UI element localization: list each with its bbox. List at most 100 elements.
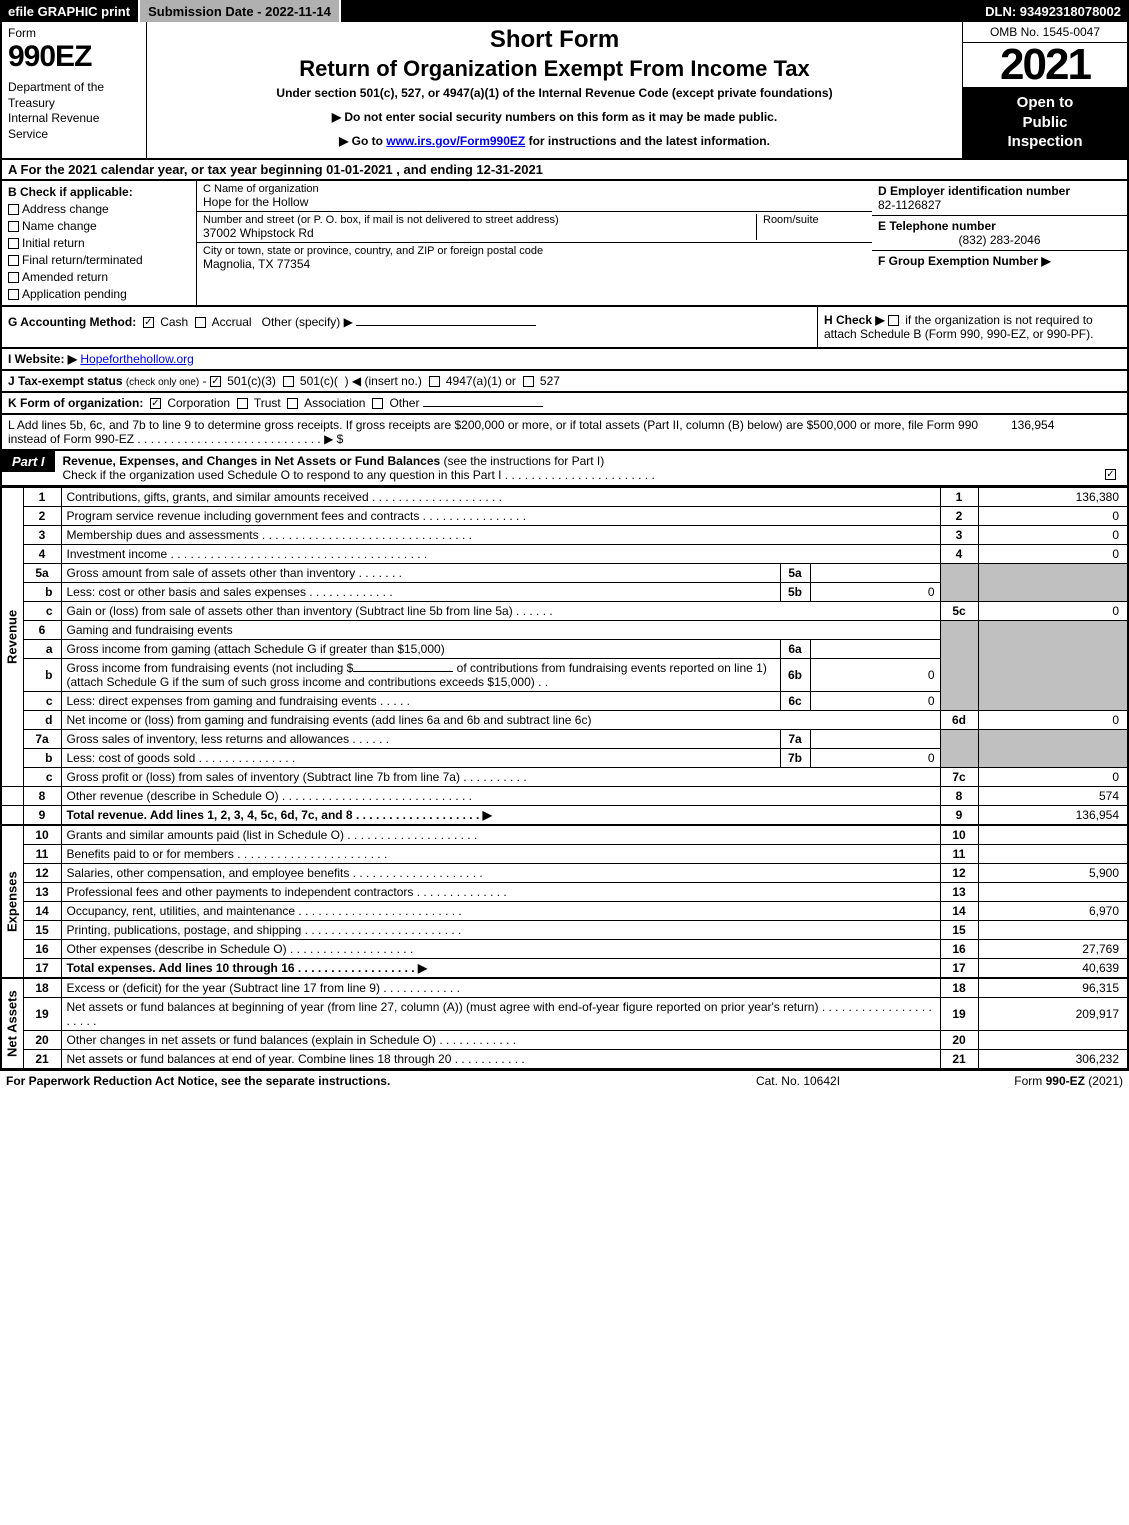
chk-association[interactable] (287, 398, 298, 409)
row-l-text: L Add lines 5b, 6c, and 7b to line 9 to … (8, 418, 1001, 446)
line-20-desc: Other changes in net assets or fund bala… (61, 1030, 940, 1049)
website-link[interactable]: Hopeforthehollow.org (80, 352, 193, 366)
phone-label: E Telephone number (878, 219, 1121, 233)
line-6b-num: b (23, 658, 61, 691)
row-h: H Check ▶ if the organization is not req… (817, 307, 1127, 347)
line-21-desc: Net assets or fund balances at end of ye… (61, 1049, 940, 1069)
org-name-value: Hope for the Hollow (203, 195, 866, 209)
line-16: 16 Other expenses (describe in Schedule … (1, 939, 1128, 958)
chk-schedule-o-part1[interactable]: ✓ (1105, 469, 1116, 480)
row-gh: G Accounting Method: ✓ Cash Accrual Othe… (0, 307, 1129, 349)
line-11-amt (978, 844, 1128, 863)
subtitle: Under section 501(c), 527, or 4947(a)(1)… (157, 86, 952, 100)
line-17-amt: 40,639 (978, 958, 1128, 978)
line-13-desc: Professional fees and other payments to … (61, 882, 940, 901)
line-10-desc: Grants and similar amounts paid (list in… (61, 825, 940, 845)
chk-final-return[interactable]: Final return/terminated (8, 253, 190, 267)
chk-other-label: Other (specify) ▶ (262, 315, 353, 329)
line-4: 4 Investment income . . . . . . . . . . … (1, 544, 1128, 563)
line-7ab-shade (940, 729, 978, 767)
top-bar: efile GRAPHIC print Submission Date - 20… (0, 0, 1129, 22)
city-label: City or town, state or province, country… (203, 245, 866, 257)
line-14-refnum: 14 (940, 901, 978, 920)
line-1-desc: Contributions, gifts, grants, and simila… (61, 487, 940, 506)
chk-initial-return[interactable]: Initial return (8, 236, 190, 250)
line-4-refnum: 4 (940, 544, 978, 563)
other-org-input[interactable] (423, 406, 543, 407)
line-16-num: 16 (23, 939, 61, 958)
chk-trust[interactable] (237, 398, 248, 409)
footer-right-pre: Form (1014, 1074, 1045, 1088)
chk-accrual[interactable] (195, 317, 206, 328)
line-19: 19 Net assets or fund balances at beginn… (1, 997, 1128, 1030)
city-value: Magnolia, TX 77354 (203, 257, 866, 271)
chk-501c3[interactable]: ✓ (210, 376, 221, 387)
chk-cash-label: Cash (160, 315, 188, 329)
other-specify-input[interactable] (356, 325, 536, 326)
line-6a-desc: Gross income from gaming (attach Schedul… (61, 639, 780, 658)
line-6c-desc: Less: direct expenses from gaming and fu… (61, 691, 780, 710)
line-6d-refnum: 6d (940, 710, 978, 729)
chk-amended-return[interactable]: Amended return (8, 270, 190, 284)
line-2-num: 2 (23, 506, 61, 525)
short-form-label: Short Form (157, 26, 952, 54)
line-6c-sublbl: 6c (780, 691, 810, 710)
line-6b-subval: 0 (810, 658, 940, 691)
part-1-title-paren: (see the instructions for Part I) (444, 454, 605, 468)
line-6b-blank[interactable] (353, 671, 453, 672)
directive-2-post: for instructions and the latest informat… (525, 134, 770, 148)
chk-501c[interactable] (283, 376, 294, 387)
line-17-num: 17 (23, 958, 61, 978)
line-11-desc: Benefits paid to or for members . . . . … (61, 844, 940, 863)
chk-address-change[interactable]: Address change (8, 202, 190, 216)
line-21-refnum: 21 (940, 1049, 978, 1069)
line-8-refnum: 8 (940, 786, 978, 805)
line-10-num: 10 (23, 825, 61, 845)
row-g-label: G Accounting Method: (8, 315, 136, 329)
lines-table: Revenue 1 Contributions, gifts, grants, … (0, 487, 1129, 1070)
chk-4947[interactable] (429, 376, 440, 387)
directive-1: ▶ Do not enter social security numbers o… (157, 110, 952, 124)
line-10: Expenses 10 Grants and similar amounts p… (1, 825, 1128, 845)
line-5b-desc: Less: cost or other basis and sales expe… (61, 582, 780, 601)
irs-link[interactable]: www.irs.gov/Form990EZ (386, 134, 525, 148)
line-7b-num: b (23, 748, 61, 767)
chk-application-pending[interactable]: Application pending (8, 287, 190, 301)
line-6c-subval: 0 (810, 691, 940, 710)
netassets-sidelabel: Net Assets (1, 978, 23, 1069)
line-7c-desc: Gross profit or (loss) from sales of inv… (61, 767, 940, 786)
line-7a-subval (810, 729, 940, 748)
col-b: B Check if applicable: Address change Na… (2, 181, 197, 305)
line-6b-desc: Gross income from fundraising events (no… (61, 658, 780, 691)
chk-name-change[interactable]: Name change (8, 219, 190, 233)
directive-2: ▶ Go to www.irs.gov/Form990EZ for instru… (157, 134, 952, 148)
phone-value: (832) 283-2046 (878, 233, 1121, 247)
efile-label: efile GRAPHIC print (0, 0, 140, 22)
line-7b-desc: Less: cost of goods sold . . . . . . . .… (61, 748, 780, 767)
line-1-refnum: 1 (940, 487, 978, 506)
street-field: Number and street (or P. O. box, if mail… (197, 212, 872, 243)
line-7a-num: 7a (23, 729, 61, 748)
col-c: C Name of organization Hope for the Holl… (197, 181, 872, 305)
line-7c-refnum: 7c (940, 767, 978, 786)
line-9-amt: 136,954 (978, 805, 1128, 825)
directive-2-pre: ▶ Go to (339, 134, 386, 148)
chk-cash[interactable]: ✓ (143, 317, 154, 328)
chk-corporation[interactable]: ✓ (150, 398, 161, 409)
line-3-amt: 0 (978, 525, 1128, 544)
line-18-desc: Excess or (deficit) for the year (Subtra… (61, 978, 940, 998)
line-10-refnum: 10 (940, 825, 978, 845)
chk-schedule-b[interactable] (888, 315, 899, 326)
line-18-amt: 96,315 (978, 978, 1128, 998)
line-14: 14 Occupancy, rent, utilities, and maint… (1, 901, 1128, 920)
line-6-shade-amt (978, 620, 1128, 710)
chk-527[interactable] (523, 376, 534, 387)
line-13-refnum: 13 (940, 882, 978, 901)
line-6: 6 Gaming and fundraising events (1, 620, 1128, 639)
chk-other-org[interactable] (372, 398, 383, 409)
chk-address-change-label: Address change (22, 202, 109, 216)
line-5b-subval: 0 (810, 582, 940, 601)
org-name-field: C Name of organization Hope for the Holl… (197, 181, 872, 212)
line-9-refnum: 9 (940, 805, 978, 825)
line-9: 9 Total revenue. Add lines 1, 2, 3, 4, 5… (1, 805, 1128, 825)
